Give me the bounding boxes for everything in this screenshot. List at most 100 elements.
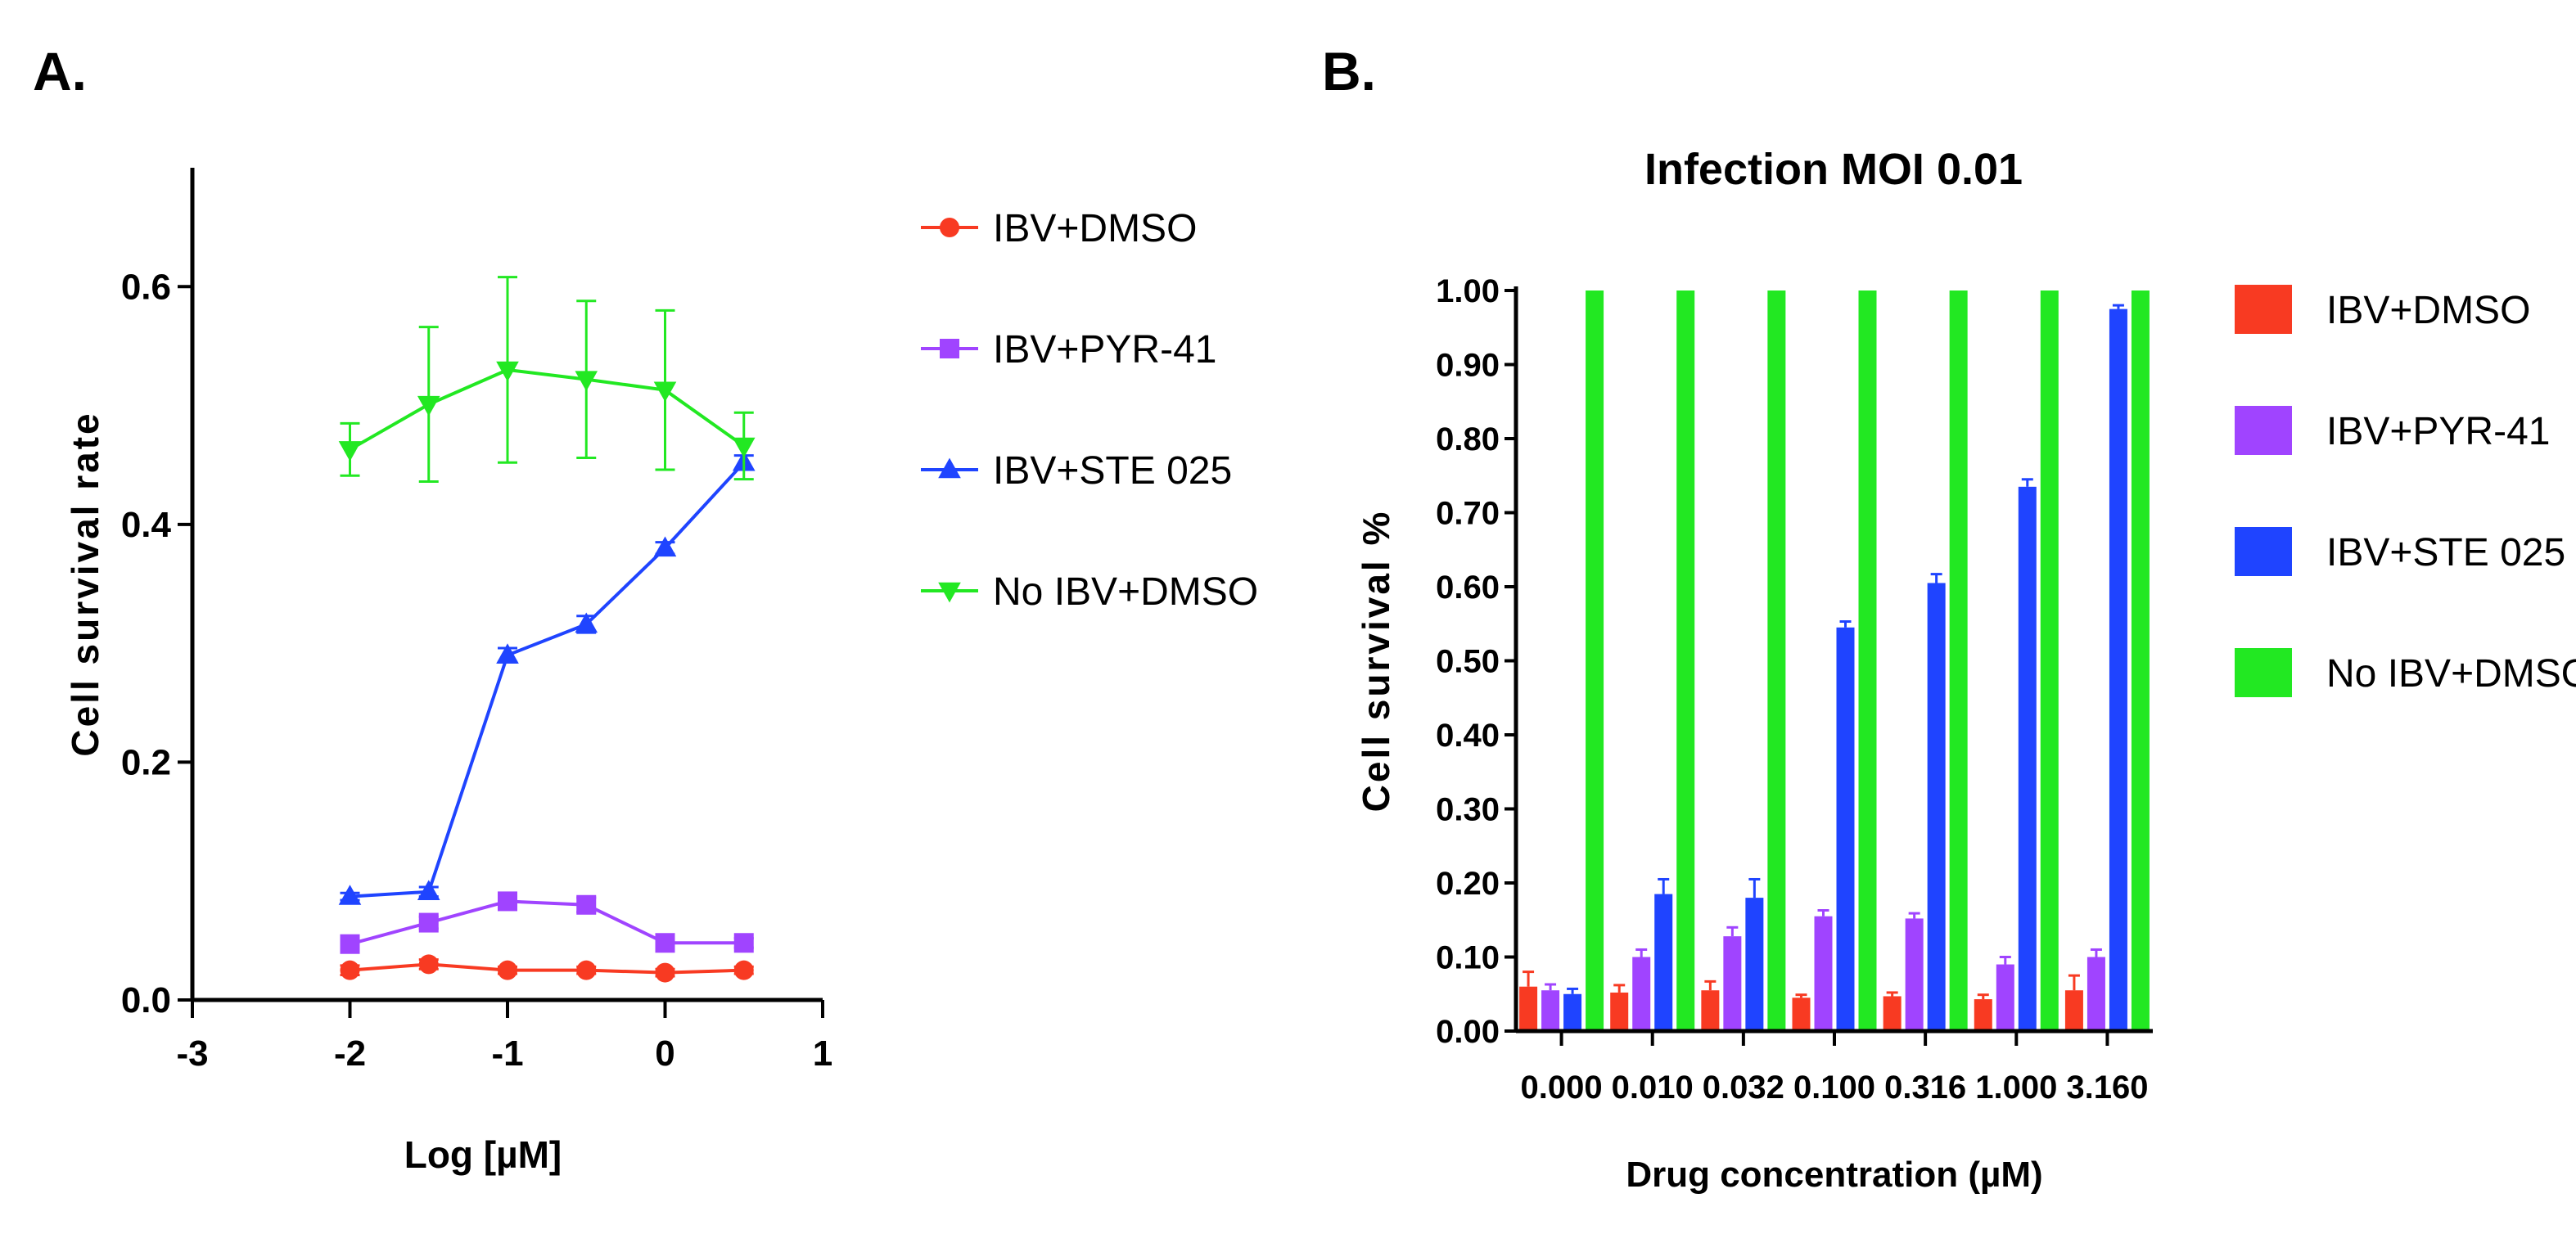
series-line bbox=[350, 461, 746, 898]
data-point bbox=[496, 643, 519, 664]
y-tick-label: 0.40 bbox=[1436, 718, 1500, 754]
y-tick-label: 0.6 bbox=[121, 267, 171, 307]
bar bbox=[1792, 998, 1811, 1031]
legend-swatch bbox=[2235, 527, 2292, 576]
data-point bbox=[498, 891, 517, 912]
bar bbox=[1883, 996, 1902, 1031]
legend-swatch bbox=[2235, 406, 2292, 455]
bar bbox=[1654, 894, 1673, 1031]
data-point bbox=[340, 934, 360, 954]
bar bbox=[1996, 964, 2014, 1031]
series-line bbox=[349, 899, 744, 946]
x-tick-label: 0.100 bbox=[1793, 1070, 1875, 1106]
chart-b-bar: Infection MOI 0.01 0.00 0.10 0.20 0.30 0.40 0.… bbox=[1355, 145, 2576, 1195]
legend-marker bbox=[940, 218, 959, 237]
data-point bbox=[417, 395, 440, 417]
legend-label: IBV+PYR-41 bbox=[993, 328, 1216, 372]
bar bbox=[2087, 957, 2105, 1031]
y-tick-label: 0.90 bbox=[1436, 348, 1500, 384]
series-line bbox=[349, 367, 745, 452]
x-tick-label: 0 bbox=[655, 1034, 674, 1074]
legend-marker bbox=[938, 582, 961, 603]
bar bbox=[1563, 993, 1582, 1031]
data-point bbox=[340, 960, 360, 980]
y-tick-label: 0.30 bbox=[1436, 792, 1500, 828]
bar bbox=[1905, 918, 1924, 1031]
y-tick-label: 0.10 bbox=[1436, 940, 1500, 976]
y-tick-label: 0.50 bbox=[1436, 644, 1500, 680]
x-axis-title: Drug concentration (µM) bbox=[1626, 1155, 2042, 1195]
bar bbox=[1676, 290, 1695, 1031]
y-tick-label: 0.0 bbox=[121, 980, 171, 1020]
chart-a-line: 0.0 0.2 0.4 0.6 -3 -2 -1 0 1 Cell survival rate Lo… bbox=[64, 168, 1258, 1176]
data-point bbox=[653, 381, 677, 403]
x-tick-label: 3.160 bbox=[2066, 1070, 2148, 1106]
legend-marker bbox=[938, 457, 961, 479]
x-tick-label: 1.000 bbox=[1975, 1070, 2057, 1106]
legend-marker bbox=[940, 339, 959, 358]
x-tick-label: 0.316 bbox=[1884, 1070, 1966, 1106]
bar bbox=[1610, 992, 1629, 1031]
bar bbox=[2109, 308, 2127, 1031]
y-axis-title: Cell survival rate bbox=[64, 411, 106, 756]
bar bbox=[1701, 990, 1720, 1031]
y-tick-label: 0.70 bbox=[1436, 496, 1500, 532]
data-point bbox=[575, 371, 598, 392]
data-point bbox=[496, 361, 519, 382]
bar bbox=[1974, 999, 1992, 1031]
bar bbox=[2018, 486, 2037, 1031]
y-tick-label: 0.80 bbox=[1436, 421, 1500, 457]
legend-label: IBV+STE 025 bbox=[2326, 531, 2565, 574]
bar bbox=[1767, 290, 1786, 1031]
x-tick-label: -2 bbox=[334, 1034, 366, 1074]
legend-label: IBV+DMSO bbox=[993, 207, 1197, 250]
legend-label: IBV+DMSO bbox=[2326, 289, 2530, 332]
data-point bbox=[653, 536, 677, 557]
x-tick-label: 0.010 bbox=[1612, 1070, 1694, 1106]
data-point bbox=[655, 962, 675, 983]
y-tick-label: 0.4 bbox=[121, 505, 172, 545]
bar bbox=[1586, 290, 1604, 1031]
panel-a-label: A. bbox=[33, 41, 87, 101]
data-point bbox=[338, 885, 362, 905]
x-tick-label: -1 bbox=[491, 1034, 523, 1074]
bar bbox=[1745, 898, 1764, 1031]
bar bbox=[1519, 986, 1538, 1031]
bar bbox=[2131, 290, 2150, 1031]
data-point bbox=[338, 441, 362, 462]
y-axis-title: Cell survival % bbox=[1355, 510, 1397, 813]
data-point bbox=[417, 880, 440, 900]
data-point bbox=[576, 894, 597, 915]
bar bbox=[1632, 957, 1651, 1031]
data-point bbox=[732, 437, 756, 458]
data-point bbox=[418, 912, 439, 933]
chart-title: Infection MOI 0.01 bbox=[1644, 145, 2023, 194]
data-point bbox=[418, 954, 439, 975]
x-axis-title: Log [µM] bbox=[404, 1133, 562, 1176]
x-tick-label: 1 bbox=[813, 1034, 832, 1074]
bar bbox=[1858, 290, 1877, 1031]
data-point bbox=[733, 960, 754, 980]
x-tick-label: 0.032 bbox=[1703, 1070, 1784, 1106]
y-tick-label: 0.2 bbox=[121, 742, 171, 782]
legend-label: No IBV+DMSO bbox=[2326, 652, 2576, 696]
legend-swatch bbox=[2235, 285, 2292, 334]
legend-label: IBV+PYR-41 bbox=[2326, 410, 2550, 453]
bar bbox=[1814, 916, 1833, 1031]
data-point bbox=[733, 933, 754, 953]
bar bbox=[1927, 583, 1946, 1031]
legend-swatch bbox=[2235, 648, 2292, 697]
y-tick-label: 0.20 bbox=[1436, 866, 1500, 902]
bar bbox=[1723, 936, 1742, 1031]
data-point bbox=[575, 612, 598, 633]
bar bbox=[1836, 627, 1855, 1031]
x-tick-label: -3 bbox=[176, 1034, 208, 1074]
data-point bbox=[655, 933, 675, 953]
x-tick-label: 0.000 bbox=[1521, 1070, 1603, 1106]
data-point bbox=[498, 960, 517, 980]
data-point bbox=[576, 960, 597, 980]
bar bbox=[1949, 290, 1968, 1031]
bar bbox=[1541, 990, 1560, 1031]
legend-label: IBV+STE 025 bbox=[993, 449, 1232, 493]
